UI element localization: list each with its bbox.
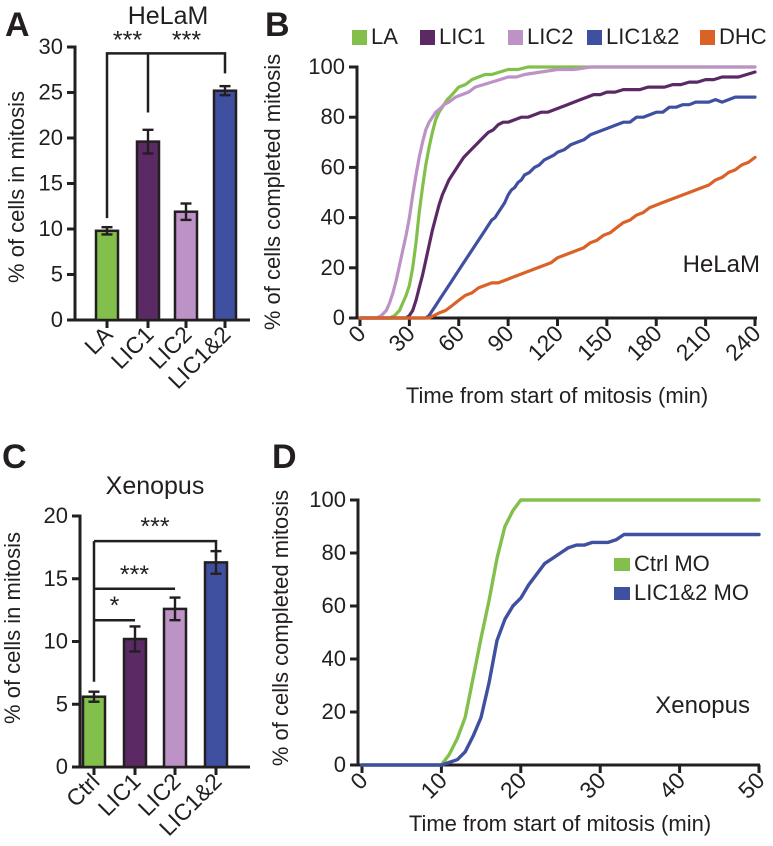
x-axis-title: Time from start of mitosis (min)	[406, 383, 708, 408]
legend-label: DHC	[719, 24, 767, 49]
legend-swatch-LIC2	[508, 30, 523, 45]
significance-stars: ***	[140, 513, 169, 541]
y-tick-label: 0	[51, 307, 63, 332]
significance-stars: ***	[172, 26, 201, 54]
series-line-LIC2	[358, 65, 757, 320]
y-tick-label: 15	[44, 566, 68, 591]
panel-title: HeLaM	[128, 2, 209, 30]
y-tick-label: 15	[39, 171, 63, 196]
y-tick-label: 80	[322, 540, 346, 565]
panel-label-b: B	[265, 6, 290, 44]
bar-LIC1	[135, 140, 161, 322]
series-line-LIC1&2	[358, 95, 757, 320]
x-tick-label: 0	[343, 320, 370, 347]
x-tick-label: 20	[495, 767, 531, 803]
x-tick-label: 150	[572, 320, 618, 366]
y-tick-label: 10	[39, 216, 63, 241]
significance-stars: ***	[120, 561, 149, 589]
panel-title: Xenopus	[106, 472, 205, 500]
y-tick-label: 0	[333, 305, 345, 330]
y-tick-label: 60	[322, 593, 346, 618]
region-label: HeLaM	[683, 251, 760, 278]
x-tick-label: 0	[345, 767, 372, 794]
x-tick-label: 240	[720, 320, 766, 366]
y-axis-title: % of cells completed mitosis	[260, 54, 285, 330]
y-tick-label: 25	[39, 80, 63, 105]
series-line-LIC1&2 MO	[360, 532, 761, 767]
legend-swatch-DHC	[700, 30, 715, 45]
x-tick-label: 40	[654, 767, 690, 803]
significance-stars: *	[110, 592, 120, 620]
legend-label: LIC2	[527, 24, 573, 49]
y-tick-label: 40	[321, 205, 345, 230]
legend-label: Ctrl MO	[634, 551, 710, 576]
bar-LIC1	[122, 637, 148, 769]
y-axis-title: % of cells completed mitosis	[268, 490, 293, 766]
bar-Ctrl	[81, 695, 107, 769]
x-tick-label: 180	[621, 320, 667, 366]
panel-label-d: D	[272, 438, 297, 476]
panel-label-c: C	[2, 438, 27, 476]
significance-bracket	[94, 539, 218, 559]
y-tick-label: 60	[321, 154, 345, 179]
y-tick-label: 0	[334, 752, 346, 777]
y-tick-label: 20	[39, 125, 63, 150]
y-tick-label: 20	[321, 255, 345, 280]
bar-LIC2	[162, 607, 188, 769]
y-tick-label: 40	[322, 646, 346, 671]
y-tick-label: 80	[321, 104, 345, 129]
y-tick-label: 100	[308, 54, 345, 79]
legend-label: LIC1&2	[606, 24, 679, 49]
x-tick-label: 30	[574, 767, 610, 803]
x-tick-label: 10	[415, 767, 451, 803]
x-category-label: LIC1	[93, 768, 146, 821]
y-axis-title: % of cells in mitosis	[4, 91, 29, 283]
y-tick-label: 5	[56, 691, 68, 716]
significance-stars: ***	[113, 26, 142, 54]
y-tick-label: 20	[322, 699, 346, 724]
y-tick-label: 10	[44, 629, 68, 654]
legend-swatch-LIC1	[420, 30, 435, 45]
x-axis-title: Time from start of mitosis (min)	[409, 811, 711, 836]
legend-swatch-LIC1&2 MO	[614, 587, 630, 600]
y-tick-label: 0	[56, 754, 68, 779]
x-tick-label: 50	[733, 767, 769, 803]
legend-swatch-Ctrl MO	[614, 558, 630, 571]
legend-label: LA	[371, 24, 398, 49]
bar-LIC1&2	[203, 561, 229, 769]
y-axis-title: % of cells in mitosis	[0, 532, 25, 724]
axis-spine	[356, 498, 760, 767]
bar-LIC1&2	[212, 89, 238, 322]
bar-LA	[94, 229, 120, 322]
legend-swatch-LIC1&2	[587, 30, 602, 45]
x-tick-label: 60	[433, 320, 469, 356]
x-tick-label: 90	[482, 320, 518, 356]
panel-label-a: A	[5, 6, 30, 44]
series-line-DHC	[358, 155, 757, 320]
series-line-Ctrl MO	[360, 498, 761, 767]
y-tick-label: 5	[51, 262, 63, 287]
series-line-LA	[358, 65, 757, 320]
series-line-LIC1	[358, 70, 757, 320]
y-tick-label: 100	[309, 487, 346, 512]
legend-label: LIC1&2 MO	[634, 580, 749, 605]
bar-LIC2	[173, 210, 199, 322]
x-tick-label: 30	[383, 320, 419, 356]
y-tick-label: 30	[39, 34, 63, 59]
region-label: Xenopus	[655, 692, 750, 719]
x-tick-label: 210	[671, 320, 717, 366]
legend-swatch-LA	[352, 30, 367, 45]
y-tick-label: 20	[44, 503, 68, 528]
legend-label: LIC1	[439, 24, 485, 49]
significance-bracket	[105, 52, 227, 219]
x-tick-label: 120	[523, 320, 569, 366]
